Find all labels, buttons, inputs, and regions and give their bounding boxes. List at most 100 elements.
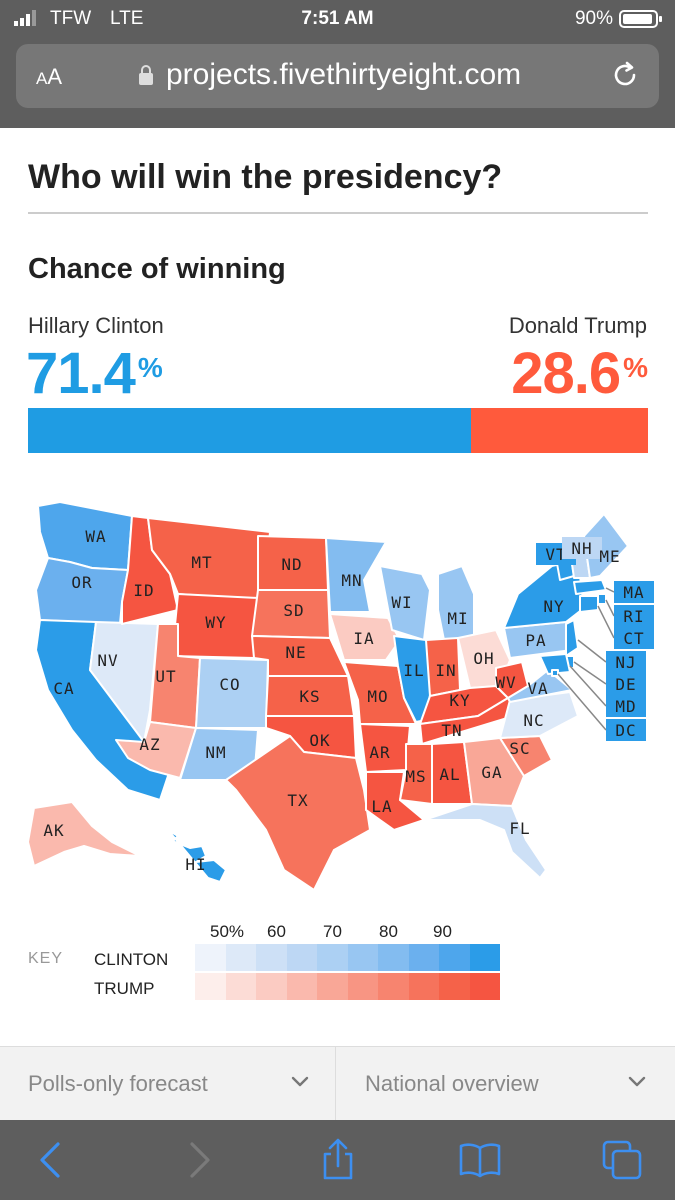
state-label-fl: FL — [509, 819, 530, 838]
clinton-chance-value: 71.4 — [26, 341, 136, 406]
key-label: KEY — [28, 950, 64, 967]
state-dc[interactable] — [551, 669, 559, 677]
key-clinton-scale — [195, 944, 500, 971]
state-ri[interactable] — [597, 593, 607, 605]
chevron-down-icon[interactable] — [627, 1075, 647, 1089]
state-label-dc: DC — [615, 721, 636, 740]
chance-bar — [28, 408, 648, 453]
key-swatch — [378, 973, 409, 1000]
state-leader-line — [605, 599, 615, 617]
tabs-icon[interactable] — [600, 1138, 644, 1182]
bookmarks-icon[interactable] — [458, 1138, 502, 1182]
state-label-vt: VT — [545, 545, 566, 564]
key-swatch — [286, 944, 317, 971]
state-label-nh: NH — [571, 539, 592, 558]
key-swatch — [439, 973, 470, 1000]
key-swatch — [408, 973, 439, 1000]
state-ga[interactable] — [463, 737, 525, 807]
state-label-id: ID — [133, 581, 154, 600]
reload-icon[interactable] — [609, 59, 641, 91]
forecast-model-select[interactable]: Polls-only forecast — [0, 1047, 336, 1121]
state-forecast-map[interactable]: WA OR CA NV ID MT WY UT AZ CO NM ND SD NE KS OK TX MN IA MO… — [0, 490, 675, 900]
clinton-chance-unit: % — [137, 352, 163, 383]
key-trump-label: TRUMP — [94, 979, 155, 998]
state-label-ut: UT — [155, 667, 176, 686]
key-swatch — [408, 944, 439, 971]
state-ms[interactable] — [399, 743, 433, 805]
state-box-nh[interactable] — [562, 537, 602, 559]
state-me[interactable] — [583, 513, 629, 579]
state-leader-line — [597, 605, 615, 639]
state-label-nd: ND — [281, 555, 302, 574]
state-label-sd: SD — [283, 601, 304, 620]
key-swatch — [256, 973, 287, 1000]
forecast-model-value[interactable]: Polls-only forecast — [28, 1071, 208, 1096]
state-label-de: DE — [615, 675, 636, 694]
address-bar[interactable]: AA projects.fivethirtyeight.com — [16, 44, 659, 108]
state-label-ia: IA — [353, 629, 374, 648]
key-scale-ticks: 50% 60 70 80 90 — [195, 922, 500, 942]
state-label-mo: MO — [367, 687, 388, 706]
browser-toolbar — [0, 1120, 675, 1200]
state-nj[interactable] — [565, 619, 579, 657]
state-label-in: IN — [435, 661, 456, 680]
trump-chance: 28.6% — [511, 340, 648, 407]
state-va[interactable] — [507, 669, 573, 703]
view-select-value[interactable]: National overview — [365, 1071, 539, 1096]
clinton-chance: 71.4% — [26, 340, 163, 407]
state-box-ri[interactable] — [614, 605, 654, 627]
key-swatch — [378, 944, 409, 971]
state-hi[interactable] — [159, 829, 227, 883]
state-label-tn: TN — [441, 721, 462, 740]
state-wi[interactable] — [379, 565, 431, 641]
chance-bar-trump — [470, 408, 648, 453]
key-swatch — [225, 973, 256, 1000]
chance-bar-clinton — [28, 408, 471, 453]
url-text[interactable]: projects.fivethirtyeight.com — [166, 58, 522, 91]
state-label-az: AZ — [139, 735, 160, 754]
state-label-me: ME — [599, 547, 620, 566]
forecast-selectors: Polls-only forecast National overview — [0, 1046, 675, 1121]
state-label-sc: SC — [509, 739, 530, 758]
state-box-nj[interactable] — [606, 651, 646, 673]
state-ia[interactable] — [329, 613, 401, 661]
state-leader-line — [557, 673, 607, 731]
state-md[interactable] — [539, 653, 571, 675]
state-box-ma[interactable] — [614, 581, 654, 603]
state-box-md[interactable] — [606, 695, 646, 717]
state-mn[interactable] — [325, 537, 387, 613]
state-mi[interactable] — [437, 565, 475, 641]
state-label-mt: MT — [191, 553, 212, 572]
state-box-de[interactable] — [606, 673, 646, 695]
key-tick-label: 60 — [267, 922, 286, 941]
key-tick-label: 90 — [433, 922, 452, 941]
state-label-ca: CA — [53, 679, 74, 698]
state-fl[interactable] — [423, 803, 547, 879]
state-label-tx: TX — [287, 791, 308, 810]
page-title: Who will win the presidency? — [28, 158, 503, 196]
state-label-il: IL — [403, 661, 424, 680]
back-icon[interactable] — [30, 1138, 74, 1182]
state-label-hi: HI — [185, 855, 206, 874]
chevron-down-icon[interactable] — [290, 1075, 310, 1089]
battery-icon — [619, 10, 662, 28]
state-leader-line — [605, 587, 615, 593]
state-label-al: AL — [439, 765, 460, 784]
text-size-button[interactable]: AA — [36, 64, 63, 89]
state-box-dc[interactable] — [606, 719, 646, 741]
state-ct[interactable] — [579, 595, 599, 613]
state-box-ct[interactable] — [614, 627, 654, 649]
state-tx[interactable] — [225, 735, 371, 891]
state-ak[interactable] — [27, 801, 141, 867]
state-nv[interactable] — [89, 621, 159, 743]
key-swatch — [225, 944, 256, 971]
key-swatch — [469, 944, 500, 971]
key-tick-label: 70 — [323, 922, 342, 941]
network-type: LTE — [110, 8, 144, 29]
carrier-name: TFW — [50, 8, 92, 29]
trump-chance-value: 28.6 — [511, 341, 621, 406]
state-ma[interactable] — [573, 579, 607, 595]
forward-icon[interactable] — [176, 1138, 220, 1182]
share-icon[interactable] — [316, 1138, 360, 1182]
view-select[interactable]: National overview — [337, 1047, 675, 1121]
